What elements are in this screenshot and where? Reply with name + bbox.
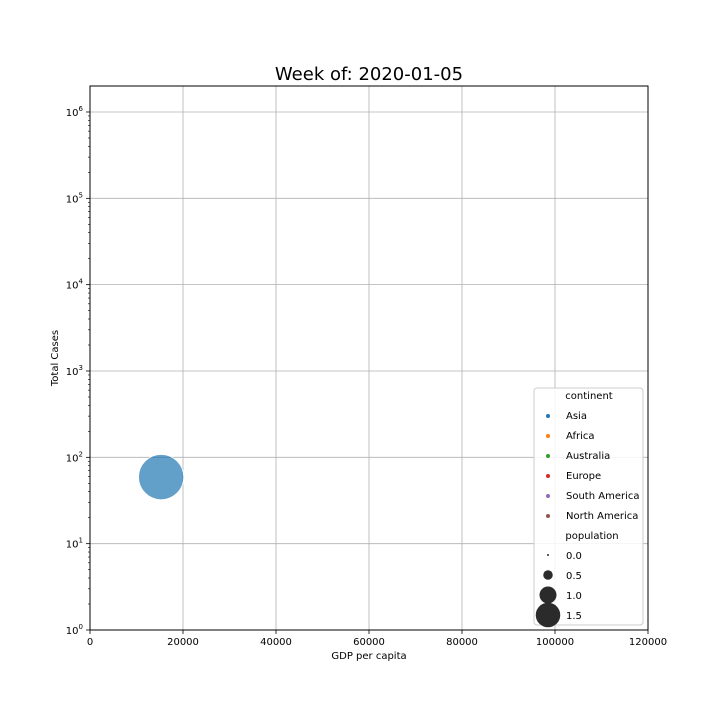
x-axis: 0 20000 40000 60000 80000 100000 120000 <box>87 630 667 648</box>
legend-label: North America <box>566 511 638 522</box>
y-tick-exponent: 1 <box>79 537 83 545</box>
legend-hue-title: continent <box>565 391 612 402</box>
legend-label: Asia <box>566 411 587 422</box>
legend-size-label: 0.0 <box>566 551 582 562</box>
y-tick-exponent: 5 <box>79 191 83 199</box>
y-tick-label: 100 <box>66 623 83 637</box>
data-points <box>138 454 185 501</box>
legend-marker <box>546 434 550 438</box>
y-tick-exponent: 4 <box>79 278 84 286</box>
legend-label: Africa <box>566 431 595 442</box>
legend-marker <box>546 494 550 498</box>
x-tick-label: 80000 <box>446 637 478 648</box>
y-tick-base: 10 <box>66 194 79 205</box>
x-tick-label: 60000 <box>353 637 385 648</box>
legend-marker <box>546 514 550 518</box>
y-tick-label: 102 <box>66 450 83 464</box>
x-tick-label: 20000 <box>167 637 199 648</box>
y-axis-label: Total Cases <box>50 330 61 387</box>
y-tick-base: 10 <box>66 453 79 464</box>
y-tick-base: 10 <box>66 108 79 119</box>
legend-size-marker <box>539 586 557 604</box>
x-tick-label: 100000 <box>536 637 574 648</box>
legend-size-title: population <box>565 531 618 542</box>
y-tick-exponent: 3 <box>79 364 83 372</box>
y-tick-label: 106 <box>66 105 84 119</box>
y-tick-label: 104 <box>66 278 84 292</box>
y-tick-label: 105 <box>66 191 83 205</box>
y-tick-label: 101 <box>66 537 83 551</box>
x-tick-label: 0 <box>87 637 93 648</box>
chart-title: Week of: 2020-01-05 <box>275 64 463 85</box>
legend-label: Australia <box>566 451 610 462</box>
legend-marker <box>546 474 550 478</box>
y-tick-base: 10 <box>66 626 79 637</box>
x-tick-label: 40000 <box>260 637 292 648</box>
x-tick-label: 120000 <box>629 637 667 648</box>
grid-lines <box>89 86 649 631</box>
legend-size-label: 1.5 <box>566 611 582 622</box>
x-axis-label: GDP per capita <box>331 651 406 662</box>
y-tick-base: 10 <box>66 281 79 292</box>
legend-size-label: 0.5 <box>566 571 582 582</box>
legend-label: Europe <box>566 471 601 482</box>
y-tick-exponent: 2 <box>79 450 83 458</box>
legend-marker <box>546 454 550 458</box>
legend-marker <box>546 414 550 418</box>
legend-box <box>533 387 644 626</box>
legend: continent Asia Africa Australia Europe South … <box>533 387 644 628</box>
legend-size-marker <box>535 602 561 628</box>
legend-size-label: 1.0 <box>566 591 582 602</box>
data-point <box>138 454 185 501</box>
legend-size-marker <box>543 570 553 580</box>
y-tick-label: 103 <box>66 364 83 378</box>
y-tick-base: 10 <box>66 540 79 551</box>
y-tick-exponent: 0 <box>79 623 83 631</box>
y-tick-base: 10 <box>66 367 79 378</box>
y-tick-exponent: 6 <box>79 105 84 113</box>
legend-label: South America <box>566 491 640 502</box>
legend-size-marker <box>547 554 549 556</box>
